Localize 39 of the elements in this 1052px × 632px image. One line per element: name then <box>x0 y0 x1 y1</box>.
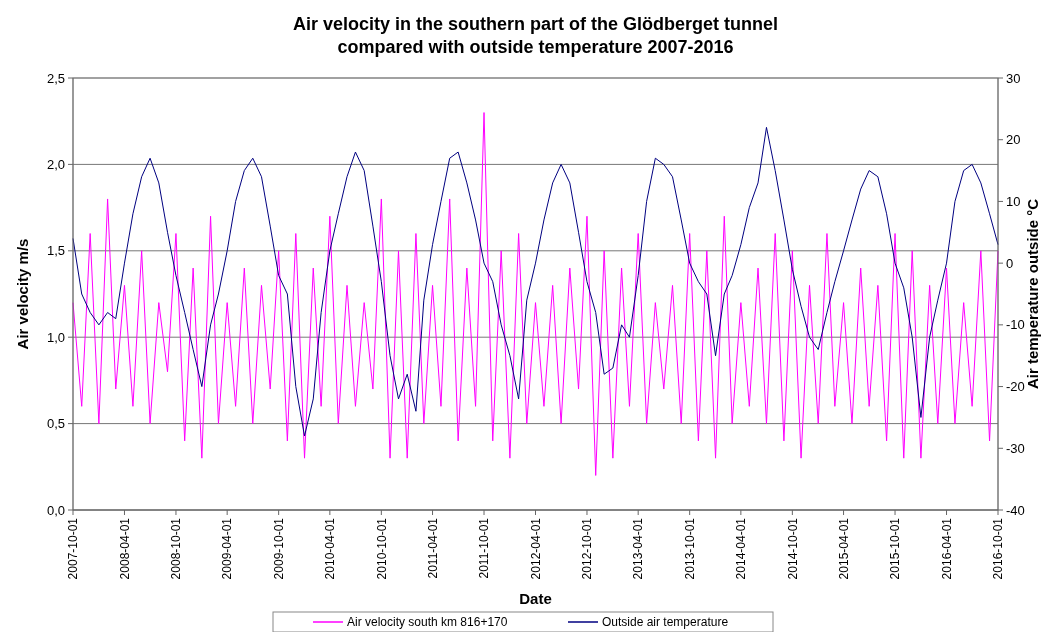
x-tick-label: 2010-10-01 <box>374 517 389 580</box>
x-tick-label: 2016-04-01 <box>939 517 954 580</box>
x-tick-label: 2013-10-01 <box>682 517 697 580</box>
x-tick-label: 2016-10-01 <box>991 517 1006 580</box>
x-tick-label: 2013-04-01 <box>631 517 646 580</box>
x-tick-label: 2015-10-01 <box>888 517 903 580</box>
y-tick-label: 1,5 <box>46 243 65 259</box>
x-tick-label: 2012-04-01 <box>528 517 543 580</box>
y-tick-label: 1,0 <box>46 329 65 345</box>
x-axis-title: Date <box>519 590 552 607</box>
legend-label: Air velocity south km 816+170 <box>347 615 508 630</box>
x-tick-label: 2014-04-01 <box>734 517 749 580</box>
y2-tick-label: -40 <box>1006 502 1025 518</box>
x-tick-label: 2012-10-01 <box>580 517 595 580</box>
y2-tick-label: 0 <box>1006 255 1014 271</box>
x-tick-label: 2014-10-01 <box>785 517 800 580</box>
y-axis-title: Air velocity m/s <box>14 238 31 350</box>
x-tick-label: 2011-10-01 <box>477 517 492 579</box>
y2-tick-label: 30 <box>1006 70 1021 86</box>
y-tick-label: 2,5 <box>46 70 65 86</box>
x-tick-label: 2011-04-01 <box>425 517 440 579</box>
y2-tick-label: 10 <box>1006 193 1021 209</box>
y-tick-label: 2,0 <box>46 156 65 172</box>
x-tick-label: 2015-04-01 <box>836 517 851 580</box>
x-tick-label: 2010-04-01 <box>323 517 338 580</box>
y-tick-label: 0,0 <box>46 502 65 518</box>
y2-tick-label: -20 <box>1006 379 1025 395</box>
chart-title: Air velocity in the southern part of the Glödberget tunnel compared with outside temperature 2007-2016 <box>292 14 779 57</box>
x-tick-label: 2009-10-01 <box>271 517 286 580</box>
x-tick-label: 2008-10-01 <box>169 517 184 580</box>
x-tick-label: 2009-04-01 <box>220 517 235 580</box>
legend-label: Outside air temperature <box>602 615 729 630</box>
x-tick-label: 2007-10-01 <box>66 517 81 580</box>
x-tick-label: 2008-04-01 <box>117 517 132 580</box>
y2-axis-title: Air temperature outside °C <box>1024 198 1041 390</box>
y2-tick-label: -10 <box>1006 317 1025 333</box>
y2-tick-label: 20 <box>1006 132 1021 148</box>
y-tick-label: 0,5 <box>46 416 65 432</box>
y2-tick-label: -30 <box>1006 440 1025 456</box>
